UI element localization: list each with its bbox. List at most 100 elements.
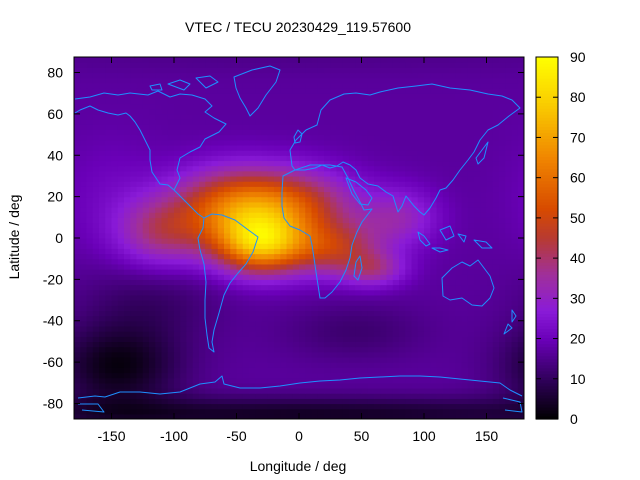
heat-cell xyxy=(224,336,231,343)
heat-cell xyxy=(355,227,363,234)
heat-cell xyxy=(199,387,206,394)
heat-cell xyxy=(136,155,144,162)
heat-cell xyxy=(305,346,313,353)
heat-cell xyxy=(417,186,425,193)
heat-cell xyxy=(111,279,119,286)
heat-cell xyxy=(111,67,119,74)
heat-cell xyxy=(399,310,406,317)
heat-cell xyxy=(174,186,181,193)
heat-cell xyxy=(386,408,394,415)
heat-cell xyxy=(205,212,213,218)
heat-cell xyxy=(436,269,444,275)
heat-cell xyxy=(261,144,269,151)
heat-cell xyxy=(155,217,163,224)
heat-cell xyxy=(330,77,338,84)
heat-cell xyxy=(99,258,106,265)
heat-cell xyxy=(367,346,375,353)
heat-cell xyxy=(455,398,463,405)
heat-cell xyxy=(399,356,406,363)
heat-cell xyxy=(492,382,500,389)
heat-cell xyxy=(405,88,413,94)
heat-cell xyxy=(149,356,156,363)
heat-cell xyxy=(517,305,524,311)
heat-cell xyxy=(242,269,250,275)
heat-cell xyxy=(130,351,138,358)
heat-cell xyxy=(186,129,194,136)
heat-cell xyxy=(317,150,325,156)
heat-cell xyxy=(517,263,524,270)
heat-cell xyxy=(249,269,256,275)
heat-cell xyxy=(155,305,163,311)
heat-cell xyxy=(430,222,438,229)
heat-cell xyxy=(411,279,419,286)
heat-cell xyxy=(142,387,150,394)
heat-cell xyxy=(267,72,275,79)
heat-cell xyxy=(505,305,513,311)
heat-cell xyxy=(199,119,206,125)
heat-cell xyxy=(280,387,288,394)
heat-cell xyxy=(280,82,288,89)
heat-cell xyxy=(117,413,125,419)
heat-cell xyxy=(267,134,275,141)
heat-cell xyxy=(386,393,394,399)
heat-cell xyxy=(99,403,106,410)
heat-cell xyxy=(99,367,106,374)
heat-cell xyxy=(474,325,481,332)
heat-cell xyxy=(155,77,163,84)
heat-cell xyxy=(111,119,119,125)
heat-cell xyxy=(480,387,488,394)
heat-cell xyxy=(167,320,175,327)
heat-cell xyxy=(80,341,88,348)
heat-cell xyxy=(292,206,300,213)
heat-cell xyxy=(267,108,275,115)
heat-cell xyxy=(86,258,94,265)
heat-cell xyxy=(192,413,200,419)
heat-cell xyxy=(117,362,125,368)
heat-cell xyxy=(255,77,263,84)
heat-cell xyxy=(292,367,300,374)
heat-cell xyxy=(399,181,406,187)
heat-cell xyxy=(149,57,156,63)
heat-cell xyxy=(236,108,244,115)
heat-cell xyxy=(342,377,350,384)
heat-cell xyxy=(236,362,244,368)
heat-cell xyxy=(405,201,413,208)
heat-cell xyxy=(224,294,231,301)
heat-cell xyxy=(286,346,294,353)
heat-cell xyxy=(442,119,450,125)
heat-cell xyxy=(167,77,175,84)
heat-cell xyxy=(430,227,438,234)
heat-cell xyxy=(211,175,219,182)
heat-cell xyxy=(436,341,444,348)
heat-cell xyxy=(211,351,219,358)
heat-cell xyxy=(230,181,238,187)
heat-cell xyxy=(267,289,275,296)
heat-cell xyxy=(242,227,250,234)
heat-cell xyxy=(492,398,500,405)
heat-cell xyxy=(124,57,131,63)
heat-cell xyxy=(492,341,500,348)
heat-cell xyxy=(161,217,169,224)
heat-cell xyxy=(249,393,256,399)
heat-cell xyxy=(155,227,163,234)
heat-cell xyxy=(274,232,281,239)
heat-cell xyxy=(217,253,225,260)
heat-cell xyxy=(474,150,481,156)
heat-cell xyxy=(417,310,425,317)
heat-cell xyxy=(274,387,281,394)
heat-cell xyxy=(367,201,375,208)
heat-cell xyxy=(349,232,356,239)
heat-cell xyxy=(92,212,100,218)
heat-cell xyxy=(442,356,450,363)
heat-cell xyxy=(249,258,256,265)
heat-cell xyxy=(511,103,519,110)
heat-cell xyxy=(299,289,306,296)
heat-cell xyxy=(336,284,344,291)
heat-cell xyxy=(155,119,163,125)
heat-cell xyxy=(230,398,238,405)
heat-cell xyxy=(380,222,388,229)
heat-cell xyxy=(267,325,275,332)
heat-cell xyxy=(430,93,438,99)
heat-cell xyxy=(330,336,338,343)
heat-cell xyxy=(92,67,100,74)
